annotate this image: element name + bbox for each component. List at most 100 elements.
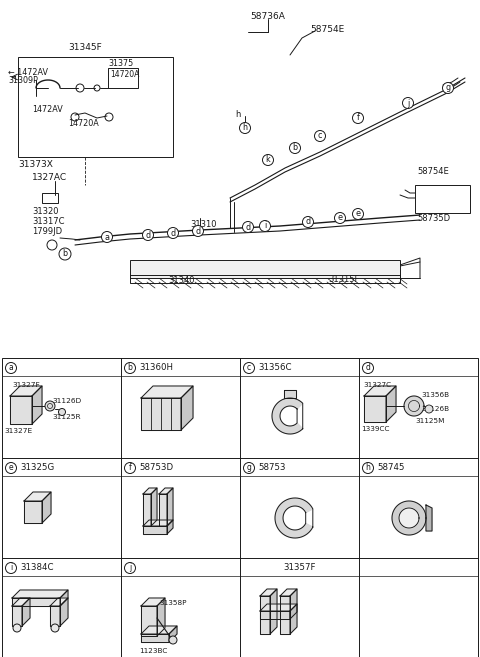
Polygon shape (141, 634, 169, 642)
Text: b: b (128, 363, 132, 373)
Polygon shape (386, 386, 396, 422)
Text: 1472AV: 1472AV (32, 105, 63, 114)
Circle shape (335, 212, 346, 223)
Text: 31309P: 31309P (8, 76, 38, 85)
Text: 1339CC: 1339CC (361, 426, 389, 432)
Text: c: c (318, 131, 322, 141)
Polygon shape (364, 386, 396, 396)
Text: g: g (445, 83, 451, 93)
Text: 58754E: 58754E (417, 167, 449, 176)
Polygon shape (12, 590, 68, 598)
Polygon shape (141, 598, 165, 606)
Text: c: c (247, 363, 251, 373)
Text: 31325G: 31325G (20, 463, 54, 472)
Circle shape (242, 221, 253, 233)
Polygon shape (426, 505, 432, 531)
Text: 31384C: 31384C (20, 564, 53, 572)
Text: k: k (265, 156, 270, 164)
Text: j: j (129, 564, 131, 572)
Text: 31358P: 31358P (159, 600, 187, 606)
Polygon shape (260, 596, 270, 634)
Text: 31125R: 31125R (52, 414, 81, 420)
Polygon shape (141, 398, 181, 430)
Polygon shape (32, 386, 42, 424)
Bar (108, 68, 138, 88)
Text: b: b (62, 250, 68, 258)
Text: 31125M: 31125M (415, 418, 444, 424)
Text: g: g (247, 463, 252, 472)
Polygon shape (24, 501, 42, 523)
Circle shape (169, 636, 177, 644)
Text: 58753D: 58753D (139, 463, 173, 472)
Circle shape (443, 83, 454, 93)
Polygon shape (24, 492, 51, 501)
Polygon shape (22, 598, 30, 626)
Text: j: j (407, 99, 409, 108)
Text: 31317C: 31317C (32, 217, 64, 226)
Circle shape (124, 463, 135, 474)
Text: 58745: 58745 (377, 463, 405, 472)
Text: d: d (305, 217, 311, 227)
Polygon shape (42, 492, 51, 523)
Polygon shape (404, 396, 424, 416)
Text: i: i (10, 564, 12, 572)
Text: 31310: 31310 (190, 220, 216, 229)
Circle shape (168, 227, 179, 238)
Text: e: e (337, 214, 343, 223)
Circle shape (192, 225, 204, 237)
Bar (42, 193, 58, 203)
Polygon shape (12, 606, 22, 626)
Text: 31373X: 31373X (18, 160, 53, 169)
Text: e: e (356, 210, 360, 219)
Polygon shape (157, 598, 165, 636)
Text: h: h (242, 124, 248, 133)
Text: 1327AC: 1327AC (32, 173, 67, 182)
Text: 31357F: 31357F (283, 564, 316, 572)
Circle shape (13, 624, 21, 632)
Circle shape (362, 363, 373, 373)
Bar (130, 275, 400, 283)
Circle shape (352, 208, 363, 219)
Polygon shape (141, 386, 193, 398)
Text: d: d (145, 231, 151, 240)
Bar (130, 260, 400, 278)
Text: a: a (9, 363, 13, 373)
Text: e: e (9, 463, 13, 472)
Text: f: f (129, 463, 132, 472)
Polygon shape (290, 589, 297, 634)
Text: d: d (170, 229, 176, 237)
Polygon shape (50, 606, 60, 626)
Polygon shape (12, 598, 60, 606)
Text: f: f (357, 114, 360, 122)
Text: 31315F: 31315F (328, 275, 360, 284)
Polygon shape (143, 526, 167, 534)
Text: d: d (366, 363, 371, 373)
Text: 58753: 58753 (258, 463, 286, 472)
Bar (2, 358, 478, 657)
Circle shape (240, 122, 251, 133)
Text: 31327F: 31327F (12, 382, 40, 388)
Text: h: h (366, 463, 371, 472)
Polygon shape (10, 386, 42, 396)
Polygon shape (60, 598, 68, 626)
Text: 31360H: 31360H (139, 363, 173, 373)
Polygon shape (280, 589, 297, 596)
Text: 31327E: 31327E (4, 428, 32, 434)
Text: 31340: 31340 (168, 276, 194, 285)
Text: ← 1472AV: ← 1472AV (8, 68, 48, 77)
Polygon shape (159, 488, 173, 494)
Text: d: d (245, 223, 251, 231)
Polygon shape (260, 604, 297, 611)
Circle shape (352, 112, 363, 124)
Text: 31356C: 31356C (258, 363, 291, 373)
Text: 31320: 31320 (32, 207, 59, 216)
Text: 58736A: 58736A (251, 12, 286, 21)
Circle shape (243, 463, 254, 474)
Circle shape (302, 217, 313, 227)
Bar (18, 57, 173, 157)
Polygon shape (141, 606, 157, 636)
Polygon shape (50, 598, 68, 606)
Circle shape (101, 231, 112, 242)
Text: 14720A: 14720A (68, 119, 99, 128)
Text: 58735D: 58735D (417, 214, 450, 223)
